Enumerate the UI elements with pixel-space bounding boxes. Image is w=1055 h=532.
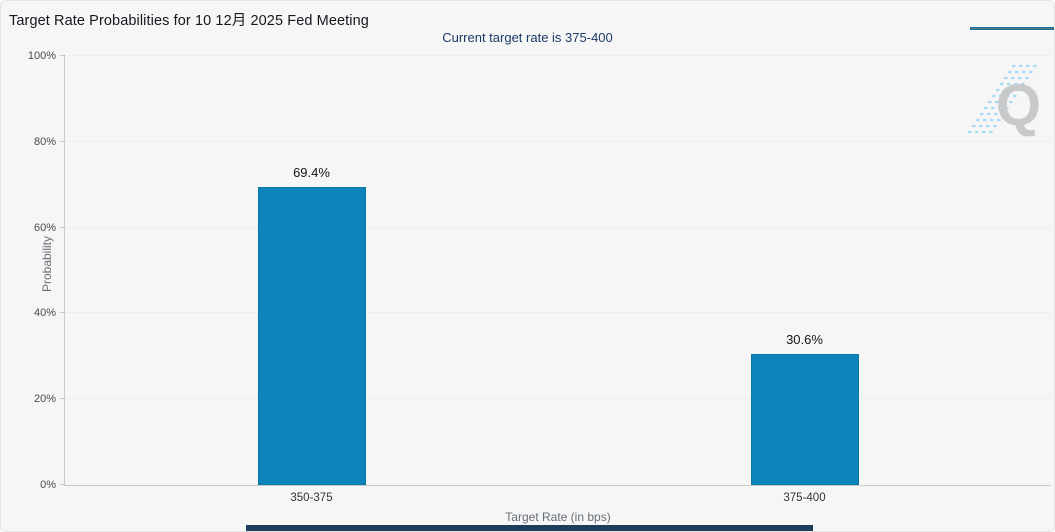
x-tick-label: 375-400 [783, 492, 826, 504]
plot-area: Probability Target Rate (in bps) 0% 20% 40… [28, 50, 1051, 524]
y-tick-mark [60, 398, 65, 400]
bottom-scrollbar[interactable] [246, 525, 813, 531]
y-tick-mark [60, 484, 65, 485]
bar-value-label: 69.4% [293, 165, 330, 181]
gridline-100 [65, 55, 1051, 56]
gridline-40 [65, 312, 1051, 314]
y-tick-mark [60, 226, 65, 228]
y-tick-label: 80% [33, 135, 56, 148]
y-tick-mark [60, 140, 65, 142]
gridline-20 [65, 398, 1051, 400]
y-tick-label: 0% [40, 479, 56, 491]
probability-bar-350-375[interactable] [257, 187, 366, 485]
y-tick-mark [60, 312, 65, 314]
hamburger-bar [970, 26, 1054, 30]
x-axis-title: Target Rate (in bps) [505, 510, 611, 524]
probability-bar-375-400[interactable] [750, 353, 859, 485]
gridline-60 [65, 226, 1051, 228]
y-axis-title: Probability [40, 235, 55, 292]
chart-title: Target Rate Probabilities for 10 12月 202… [9, 13, 369, 29]
hamburger-menu-icon[interactable] [970, 10, 1054, 30]
chart-subtitle: Current target rate is 375-400 [442, 30, 613, 45]
bar-value-label: 30.6% [786, 331, 823, 347]
x-tick-label: 350-375 [290, 492, 333, 504]
gridline-80 [65, 140, 1051, 142]
y-tick-label: 40% [33, 307, 56, 320]
y-tick-label: 60% [33, 221, 56, 234]
y-tick-label: 100% [27, 50, 56, 62]
y-tick-mark [60, 55, 65, 56]
y-tick-label: 20% [33, 393, 56, 406]
